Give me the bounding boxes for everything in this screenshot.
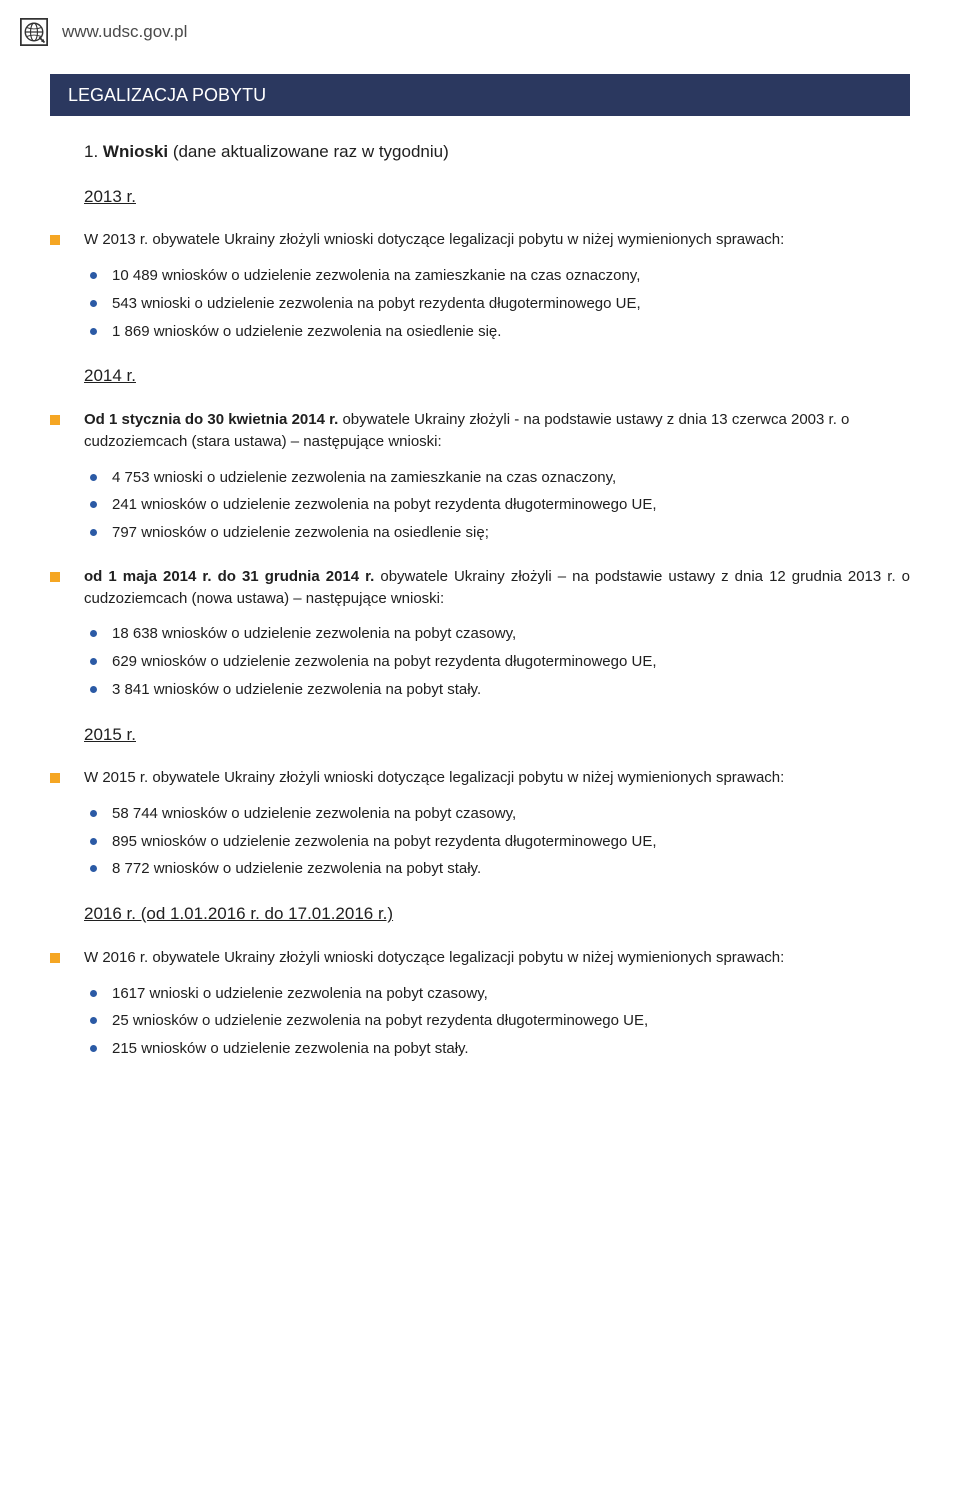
list-item: 10 489 wniosków o udzielenie zezwolenia … — [112, 265, 910, 287]
lead-text: W 2015 r. obywatele Ukrainy złożyli wnio… — [84, 769, 784, 786]
orange-marker-icon — [50, 953, 60, 963]
bullet-list: 18 638 wniosków o udzielenie zezwolenia … — [84, 623, 910, 700]
list-item: 895 wniosków o udzielenie zezwolenia na … — [112, 831, 910, 853]
site-url: www.udsc.gov.pl — [62, 20, 187, 45]
content-block: Od 1 stycznia do 30 kwietnia 2014 r. oby… — [50, 409, 910, 544]
lead-bold: od 1 maja 2014 r. do 31 grudnia 2014 r. — [84, 568, 374, 585]
list-item: 3 841 wniosków o udzielenie zezwolenia n… — [112, 679, 910, 701]
list-item: 629 wniosków o udzielenie zezwolenia na … — [112, 651, 910, 673]
content-block: W 2015 r. obywatele Ukrainy złożyli wnio… — [50, 767, 910, 880]
site-header: www.udsc.gov.pl — [20, 18, 910, 46]
section-title-rest: (dane aktualizowane raz w tygodniu) — [168, 142, 449, 161]
year-heading: 2014 r. — [84, 364, 910, 389]
list-item: 215 wniosków o udzielenie zezwolenia na … — [112, 1038, 910, 1060]
lead-paragraph: od 1 maja 2014 r. do 31 grudnia 2014 r. … — [84, 566, 910, 610]
orange-marker-icon — [50, 773, 60, 783]
page-banner: LEGALIZACJA POBYTU — [50, 74, 910, 116]
list-item: 8 772 wniosków o udzielenie zezwolenia n… — [112, 858, 910, 880]
bullet-list: 4 753 wnioski o udzielenie zezwolenia na… — [84, 467, 910, 544]
list-item: 58 744 wniosków o udzielenie zezwolenia … — [112, 803, 910, 825]
content-block: W 2013 r. obywatele Ukrainy złożyli wnio… — [50, 229, 910, 342]
list-item: 241 wniosków o udzielenie zezwolenia na … — [112, 494, 910, 516]
list-item: 543 wnioski o udzielenie zezwolenia na p… — [112, 293, 910, 315]
section-title-bold: Wnioski — [103, 142, 168, 161]
lead-paragraph: W 2013 r. obywatele Ukrainy złożyli wnio… — [84, 229, 910, 251]
list-item: 25 wniosków o udzielenie zezwolenia na p… — [112, 1010, 910, 1032]
orange-marker-icon — [50, 235, 60, 245]
section-title: 1. Wnioski (dane aktualizowane raz w tyg… — [84, 140, 910, 165]
lead-text: W 2013 r. obywatele Ukrainy złożyli wnio… — [84, 231, 784, 248]
bullet-list: 58 744 wniosków o udzielenie zezwolenia … — [84, 803, 910, 880]
year-heading: 2013 r. — [84, 185, 910, 210]
globe-icon — [20, 18, 48, 46]
list-item: 18 638 wniosków o udzielenie zezwolenia … — [112, 623, 910, 645]
orange-marker-icon — [50, 572, 60, 582]
lead-paragraph: W 2015 r. obywatele Ukrainy złożyli wnio… — [84, 767, 910, 789]
content-block: W 2016 r. obywatele Ukrainy złożyli wnio… — [50, 947, 910, 1060]
orange-marker-icon — [50, 415, 60, 425]
year-heading: 2015 r. — [84, 723, 910, 748]
lead-paragraph: W 2016 r. obywatele Ukrainy złożyli wnio… — [84, 947, 910, 969]
list-item: 1617 wnioski o udzielenie zezwolenia na … — [112, 983, 910, 1005]
year-heading: 2016 r. (od 1.01.2016 r. do 17.01.2016 r… — [84, 902, 910, 927]
list-item: 1 869 wniosków o udzielenie zezwolenia n… — [112, 321, 910, 343]
list-item: 4 753 wnioski o udzielenie zezwolenia na… — [112, 467, 910, 489]
list-item: 797 wniosków o udzielenie zezwolenia na … — [112, 522, 910, 544]
lead-bold: Od 1 stycznia do 30 kwietnia 2014 r. — [84, 411, 338, 428]
section-number: 1. — [84, 142, 98, 161]
lead-text: W 2016 r. obywatele Ukrainy złożyli wnio… — [84, 949, 784, 966]
bullet-list: 10 489 wniosków o udzielenie zezwolenia … — [84, 265, 910, 342]
content-root: 2013 r. W 2013 r. obywatele Ukrainy złoży… — [50, 185, 910, 1060]
bullet-list: 1617 wnioski o udzielenie zezwolenia na … — [84, 983, 910, 1060]
content-block: od 1 maja 2014 r. do 31 grudnia 2014 r. … — [50, 566, 910, 701]
lead-paragraph: Od 1 stycznia do 30 kwietnia 2014 r. oby… — [84, 409, 910, 453]
